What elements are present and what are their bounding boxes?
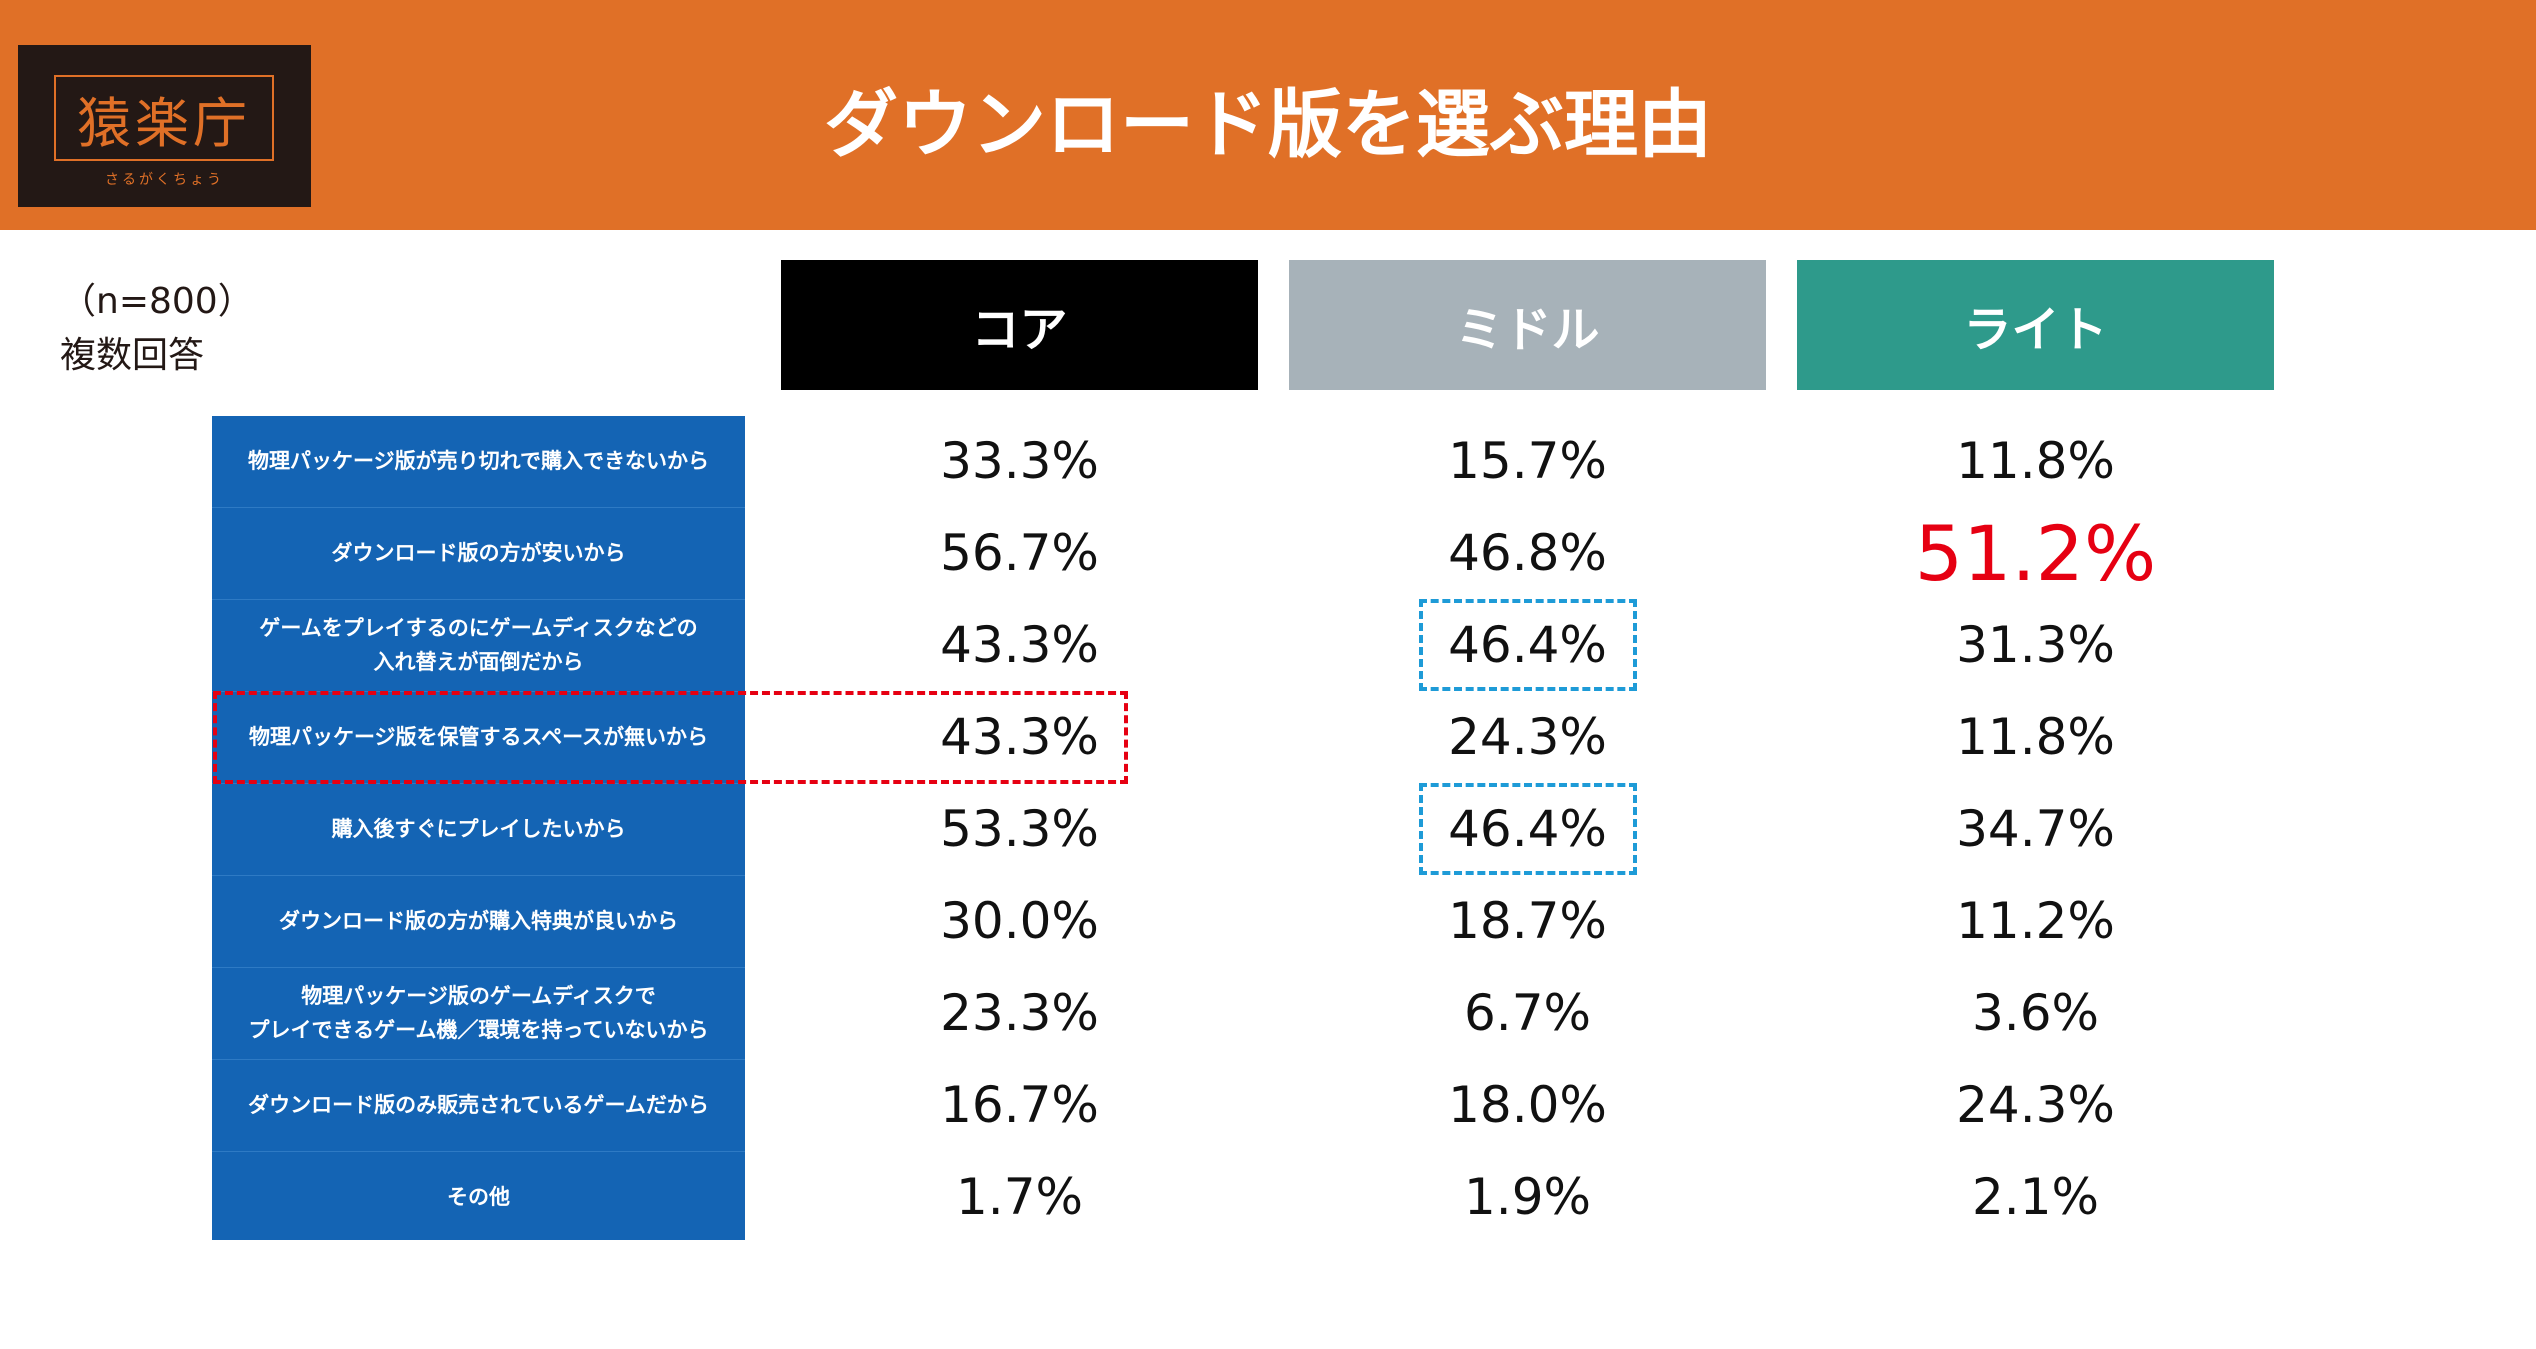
value-cell: 15.7%: [1448, 432, 1607, 490]
value-cell: 16.7%: [940, 1076, 1099, 1134]
row-label: その他: [447, 1185, 510, 1209]
row-label: 物理パッケージ版が売り切れで購入できないから: [248, 449, 709, 473]
value-cell: 33.3%: [940, 432, 1099, 490]
value-cell: 11.8%: [1956, 708, 2115, 766]
row-separator: [212, 1151, 745, 1152]
highlight-box-red: [213, 691, 1128, 784]
row-separator: [212, 507, 745, 508]
value-cell: 34.7%: [1956, 800, 2115, 858]
row-label-panel: 物理パッケージ版が売り切れで購入できないから ダウンロード版の方が安いからゲームを…: [212, 416, 745, 1240]
value-cell: 2.1%: [1971, 1168, 2100, 1226]
value-cell: 31.3%: [1956, 616, 2115, 674]
value-cell: 53.3%: [940, 800, 1099, 858]
value-cell: 46.4%: [1448, 800, 1607, 858]
value-cell: 51.2%: [1914, 508, 2157, 598]
sample-size-note: （n=800）: [60, 281, 254, 322]
value-cell: 18.7%: [1448, 892, 1607, 950]
value-cell: 46.4%: [1448, 616, 1607, 674]
highlight-box-blue: [1418, 599, 1637, 691]
value-cell: 11.8%: [1956, 432, 2115, 490]
row-separator: [212, 875, 745, 876]
column-header-core: コア: [781, 260, 1258, 390]
logo-kana: さるがくちょう: [105, 172, 224, 188]
value-cell: 43.3%: [940, 708, 1099, 766]
row-label: 物理パッケージ版のゲームディスクで プレイできるゲーム機／環境を持っていないから: [248, 984, 709, 1042]
value-cell: 30.0%: [940, 892, 1099, 950]
logo: 猿楽庁 さるがくちょう: [18, 45, 311, 207]
logo-text: 猿楽庁: [77, 91, 251, 155]
row-label: ダウンロード版の方が安いから: [331, 541, 626, 565]
value-cell: 6.7%: [1463, 984, 1592, 1042]
row-separator: [212, 967, 745, 968]
value-cell: 46.8%: [1448, 524, 1607, 582]
row-label: 購入後すぐにプレイしたいから: [331, 817, 626, 841]
value-cell: 56.7%: [940, 524, 1099, 582]
value-cell: 11.2%: [1956, 892, 2115, 950]
value-cell: 23.3%: [940, 984, 1099, 1042]
highlight-box-blue: [1418, 783, 1637, 875]
row-label: ゲームをプレイするのにゲームディスクなどの 入れ替えが面倒だから: [259, 616, 698, 674]
row-separator: [212, 1059, 745, 1060]
row-label: ダウンロード版のみ販売されているゲームだから: [248, 1093, 709, 1117]
value-cell: 1.7%: [955, 1168, 1084, 1226]
value-cell: 1.9%: [1463, 1168, 1592, 1226]
column-header-middle: ミドル: [1289, 260, 1766, 390]
row-label: 物理パッケージ版を保管するスペースが無いから: [248, 725, 709, 749]
value-cell: 18.0%: [1448, 1076, 1607, 1134]
logo-frame: 猿楽庁: [54, 75, 274, 161]
value-cell: 43.3%: [940, 616, 1099, 674]
value-cell: 3.6%: [1971, 984, 2100, 1042]
answer-type-note: 複数回答: [60, 335, 205, 376]
value-cell: 24.3%: [1956, 1076, 2115, 1134]
column-header-light: ライト: [1797, 260, 2274, 390]
value-cell: 24.3%: [1448, 708, 1607, 766]
row-separator: [212, 599, 745, 600]
row-label: ダウンロード版の方が購入特典が良いから: [279, 909, 678, 933]
page-title: ダウンロード版を選ぶ理由: [824, 82, 1712, 168]
header-bar: 猿楽庁 さるがくちょう ダウンロード版を選ぶ理由: [0, 0, 2536, 230]
